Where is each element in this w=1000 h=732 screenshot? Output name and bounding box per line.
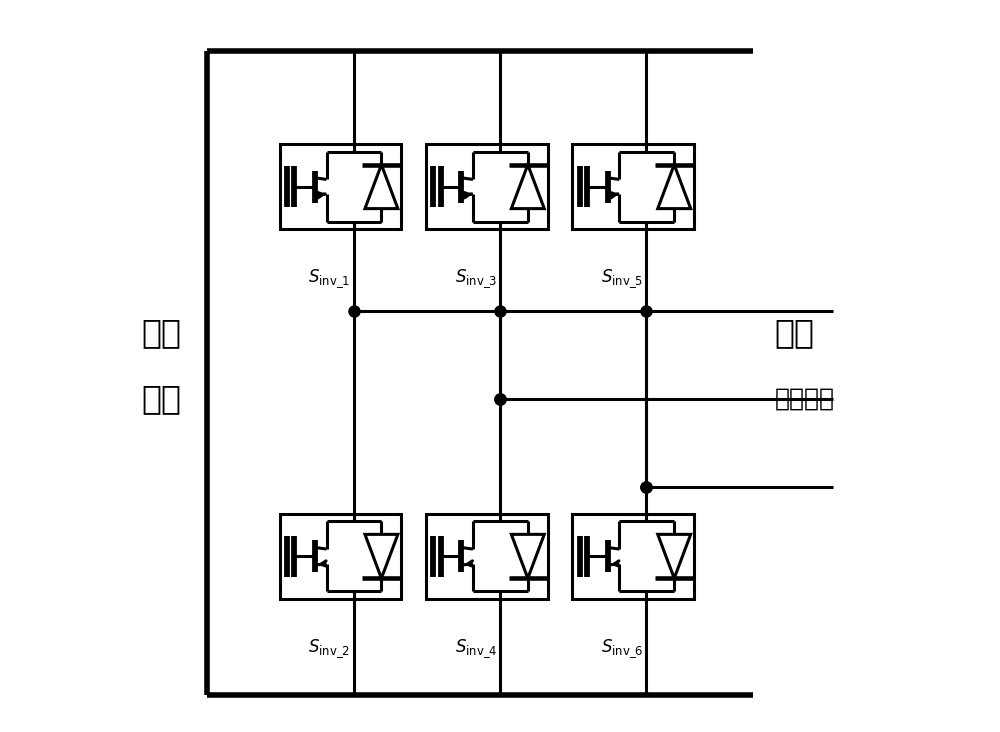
Bar <box>572 144 694 229</box>
Bar <box>280 144 401 229</box>
Text: 直流: 直流 <box>141 316 181 350</box>
Bar <box>572 514 694 599</box>
Text: 交流端口: 交流端口 <box>774 387 834 411</box>
Text: $S_{\mathrm{inv\_3}}$: $S_{\mathrm{inv\_3}}$ <box>455 268 497 291</box>
Text: $S_{\mathrm{inv\_5}}$: $S_{\mathrm{inv\_5}}$ <box>601 268 643 291</box>
Text: $S_{\mathrm{inv\_4}}$: $S_{\mathrm{inv\_4}}$ <box>455 638 497 660</box>
Text: $S_{\mathrm{inv\_1}}$: $S_{\mathrm{inv\_1}}$ <box>308 268 350 291</box>
Text: $S_{\mathrm{inv\_6}}$: $S_{\mathrm{inv\_6}}$ <box>601 638 643 660</box>
Text: $S_{\mathrm{inv\_2}}$: $S_{\mathrm{inv\_2}}$ <box>308 638 350 660</box>
Bar <box>426 144 548 229</box>
Bar <box>280 514 401 599</box>
Text: 三相: 三相 <box>774 316 814 350</box>
Bar <box>426 514 548 599</box>
Text: 端口: 端口 <box>141 382 181 416</box>
